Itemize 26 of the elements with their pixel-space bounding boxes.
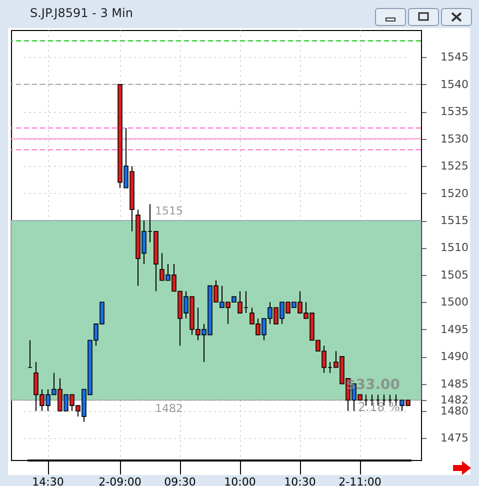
y-tick-label: 1525 (440, 160, 468, 173)
y-tick-label: 1482 (440, 394, 468, 407)
y-tick-label: 1540 (440, 78, 468, 91)
annotation: 1482 (155, 402, 183, 416)
x-tick-label: 10:00 (224, 476, 256, 486)
y-tick-label: 1515 (440, 214, 468, 228)
y-tick-label: 1535 (440, 105, 468, 118)
x-tick-label: 09:30 (164, 476, 196, 486)
y-tick-label: 1545 (440, 50, 468, 64)
chart-title: S.JP.J8591 - 3 Min (30, 6, 133, 20)
x-tick-label: 14:30 (32, 476, 64, 486)
annotation: 1515 (155, 204, 183, 218)
y-tick-label: 1520 (440, 186, 468, 200)
y-tick-label: 1490 (440, 350, 468, 364)
x-tick-label: 10:30 (284, 476, 316, 486)
y-tick-label: 1495 (440, 322, 468, 336)
y-tick-label: 1500 (440, 296, 468, 309)
y-tick-label: 1510 (440, 241, 468, 254)
y-tick-label: 1475 (440, 432, 468, 445)
x-tick-label: 2-11:00 (338, 476, 382, 486)
annotation: 2.18 % (358, 400, 400, 414)
y-tick-label: 1485 (440, 377, 468, 390)
x-tick-label: 2-09:00 (98, 476, 142, 486)
y-tick-label: 1505 (440, 268, 468, 282)
y-tick-label: 1480 (440, 404, 468, 418)
y-tick-label: 1530 (440, 132, 468, 146)
